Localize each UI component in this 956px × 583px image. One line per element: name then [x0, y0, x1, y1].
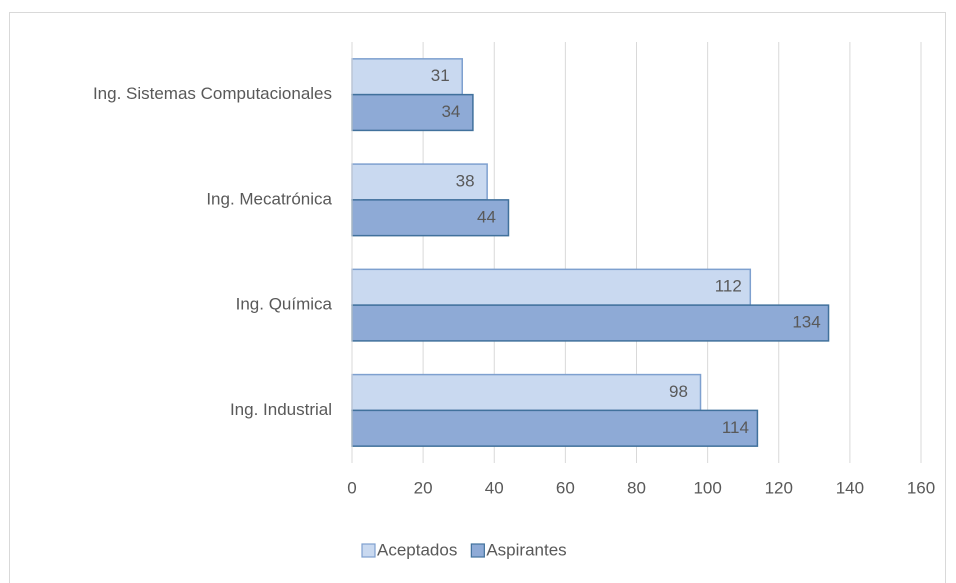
- legend-label: Aspirantes: [486, 540, 566, 559]
- x-tick-label: 40: [485, 478, 504, 497]
- bar: [351, 409, 759, 447]
- bar: [351, 373, 702, 412]
- data-label: 112: [715, 277, 742, 296]
- x-tick-label: 160: [907, 478, 935, 497]
- bar: [351, 93, 474, 132]
- bar: [351, 304, 830, 342]
- x-tick-label: 80: [627, 478, 646, 497]
- x-tick-label: 60: [556, 478, 575, 497]
- y-tick-label: Ing. Sistemas Computacionales: [93, 84, 332, 103]
- y-tick-label: Ing. Industrial: [230, 400, 332, 419]
- x-tick-label: 120: [765, 478, 793, 497]
- data-label: 38: [456, 171, 475, 190]
- data-label: 134: [792, 313, 820, 332]
- data-label: 44: [477, 207, 496, 226]
- legend-swatch: [470, 543, 485, 558]
- x-tick-label: 100: [693, 478, 721, 497]
- data-label: 114: [722, 418, 749, 437]
- legend-label: Aceptados: [377, 540, 457, 559]
- x-tick-label: 140: [836, 478, 864, 497]
- bar: [351, 268, 752, 306]
- data-label: 98: [669, 382, 688, 401]
- bar: [351, 58, 463, 96]
- legend-swatch: [361, 543, 376, 558]
- x-tick-label: 0: [347, 478, 356, 497]
- bar: [351, 199, 510, 237]
- y-tick-label: Ing. Química: [236, 295, 333, 314]
- y-tick-label: Ing. Mecatrónica: [206, 189, 332, 208]
- data-label: 34: [441, 102, 460, 121]
- data-label: 31: [431, 66, 450, 85]
- x-tick-label: 20: [414, 478, 433, 497]
